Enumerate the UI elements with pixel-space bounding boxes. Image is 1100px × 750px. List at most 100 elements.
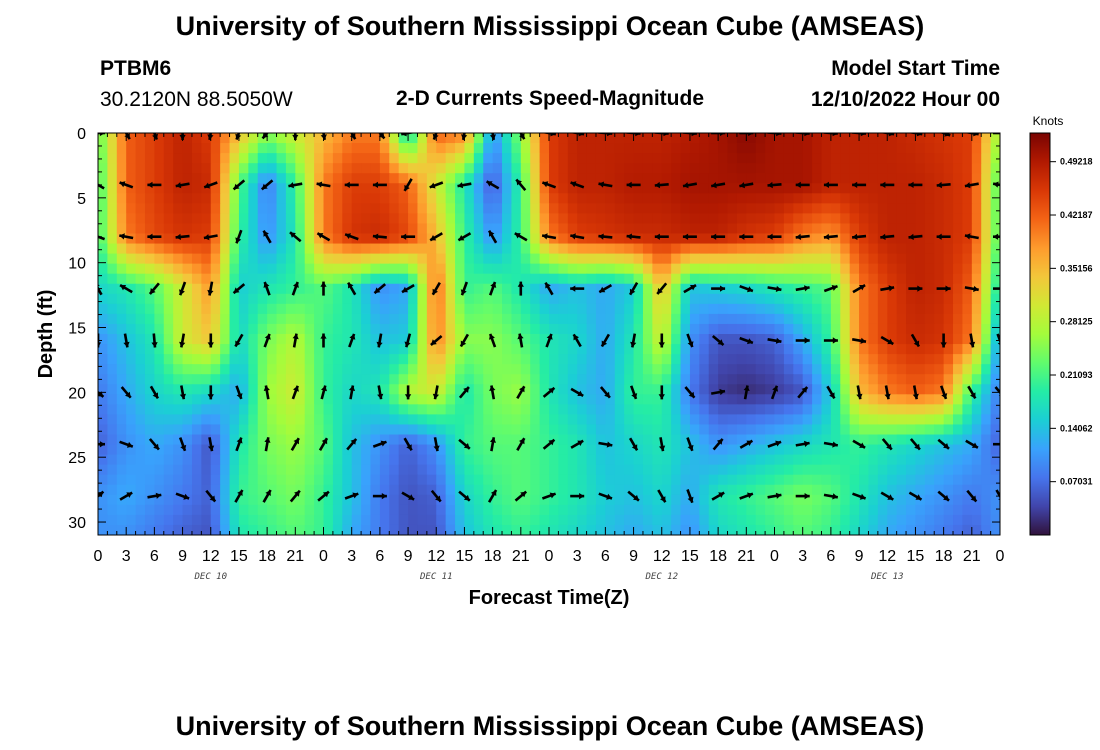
heatmap-cell xyxy=(708,163,719,174)
current-arrow xyxy=(260,179,274,191)
arrow-head xyxy=(570,233,576,240)
heatmap-cell xyxy=(135,524,146,535)
heatmap-cell xyxy=(201,263,212,275)
heatmap-cell xyxy=(408,454,419,466)
heatmap-cell xyxy=(426,514,437,526)
heatmap-cell xyxy=(201,303,212,315)
heatmap-cell xyxy=(924,434,935,446)
heatmap-cell xyxy=(445,203,456,214)
heatmap-cell xyxy=(877,183,888,194)
heatmap-cell xyxy=(135,323,146,335)
heatmap-cell xyxy=(191,374,202,385)
heatmap-cell xyxy=(680,524,691,535)
heatmap-cell xyxy=(116,524,127,535)
heatmap-cell xyxy=(962,323,973,335)
heatmap-cell xyxy=(736,344,747,355)
heatmap-cell xyxy=(793,364,804,375)
heatmap-cell xyxy=(868,484,879,496)
heatmap-cell xyxy=(755,394,766,405)
heatmap-cell xyxy=(642,153,653,164)
heatmap-cell xyxy=(633,394,644,405)
heatmap-cell xyxy=(577,273,588,285)
arrow-head xyxy=(264,437,271,443)
heatmap-cell xyxy=(849,364,860,375)
heatmap-cell xyxy=(539,263,550,275)
heatmap-cell xyxy=(887,394,898,405)
heatmap-cell xyxy=(389,514,400,526)
heatmap-cell xyxy=(116,173,127,184)
heatmap-cell xyxy=(765,384,776,395)
heatmap-cell xyxy=(295,263,306,275)
arrow-shaft xyxy=(98,235,106,241)
heatmap-cell xyxy=(840,223,851,235)
arrow-head xyxy=(658,342,665,348)
heatmap-cell xyxy=(718,334,729,345)
heatmap-cell xyxy=(746,233,757,245)
heatmap-cell xyxy=(718,524,729,535)
heatmap-cell xyxy=(398,474,409,486)
heatmap-cell xyxy=(793,193,804,204)
heatmap-cell xyxy=(699,133,710,144)
heatmap-cell xyxy=(793,253,804,265)
heatmap-cell xyxy=(398,444,409,456)
heatmap-cell xyxy=(520,323,531,335)
heatmap-cell xyxy=(370,334,381,345)
heatmap-cell xyxy=(595,494,606,506)
heatmap-cell xyxy=(689,323,700,335)
heatmap-cell xyxy=(859,414,870,426)
heatmap-cell xyxy=(718,313,729,325)
heatmap-cell xyxy=(361,273,372,285)
heatmap-cell xyxy=(595,374,606,385)
heatmap-cell xyxy=(558,344,569,355)
heatmap-cell xyxy=(314,233,325,245)
heatmap-cell xyxy=(163,484,174,496)
heatmap-cell xyxy=(821,223,832,235)
x-axis: 0 3 6 9 12 15 18 21 0 3 6 9 12 15 18 21 0 3 6 9 12 15 18 21 0 3 6 9… xyxy=(94,133,1005,582)
heatmap-cell xyxy=(426,253,437,265)
heatmap-cell xyxy=(953,344,964,355)
heatmap-cell xyxy=(624,283,635,295)
heatmap-cell xyxy=(370,364,381,375)
heatmap-cell xyxy=(924,233,935,245)
arrow-head xyxy=(598,233,604,240)
heatmap-cell xyxy=(605,173,616,184)
arrow-head xyxy=(944,133,951,137)
heatmap-cell xyxy=(408,364,419,375)
heatmap-cell xyxy=(595,354,606,365)
heatmap-cell xyxy=(586,464,597,476)
heatmap-cell xyxy=(426,424,437,436)
current-arrow xyxy=(378,133,386,140)
heatmap-cell xyxy=(802,243,813,255)
heatmap-cell xyxy=(859,474,870,486)
heatmap-cell xyxy=(549,484,559,496)
heatmap-cell xyxy=(642,444,653,456)
heatmap-cell xyxy=(849,514,860,526)
current-arrow xyxy=(629,385,638,400)
heatmap-cell xyxy=(229,484,240,496)
heatmap-cell xyxy=(859,173,870,184)
heatmap-cell xyxy=(464,213,475,225)
heatmap-cell xyxy=(774,464,785,476)
heatmap-cell xyxy=(389,494,400,506)
heatmap-cell xyxy=(746,384,757,395)
heatmap-cell xyxy=(408,344,419,355)
heatmap-cell xyxy=(567,504,578,516)
heatmap-cell xyxy=(276,484,287,496)
heatmap-cell xyxy=(267,273,278,285)
current-arrow xyxy=(373,283,387,295)
heatmap-cell xyxy=(652,143,663,154)
heatmap-cell xyxy=(887,334,898,345)
heatmap-cell xyxy=(981,494,992,506)
heatmap-cell xyxy=(915,263,926,275)
heatmap-cell xyxy=(135,384,146,395)
arrow-head xyxy=(406,444,412,451)
heatmap-cell xyxy=(821,514,832,526)
heatmap-cell xyxy=(783,434,794,446)
heatmap-cell xyxy=(191,233,202,245)
heatmap-cell xyxy=(614,354,625,365)
heatmap-cell xyxy=(361,163,372,174)
heatmap-cell xyxy=(126,173,137,184)
heatmap-cell xyxy=(934,313,945,325)
heatmap-cell xyxy=(98,293,108,305)
heatmap-cell xyxy=(398,233,409,245)
